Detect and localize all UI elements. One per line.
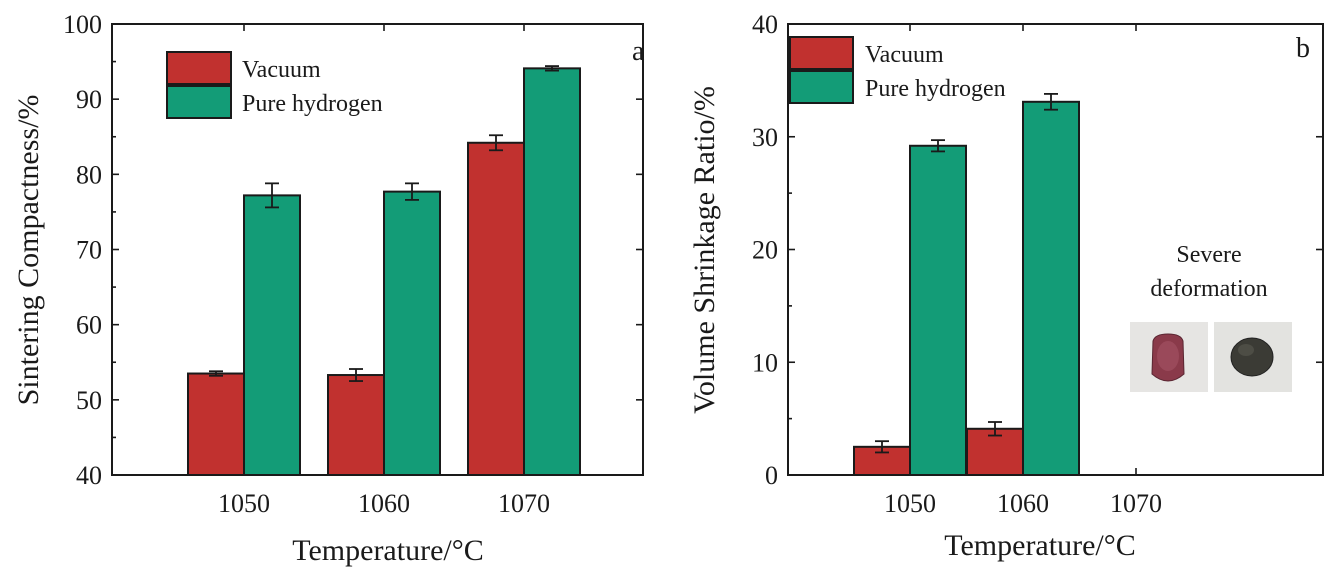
y-tick-label: 0 (765, 461, 778, 490)
deformation-annotation-line-1: Severe (1176, 242, 1241, 268)
panel-a-legend-label-vacuum: Vacuum (242, 57, 321, 83)
panel-a-ticks (112, 23, 643, 476)
y-tick-label: 50 (76, 386, 102, 415)
panel-b-legend: Vacuum Pure hydrogen (789, 36, 1006, 104)
cylinder-sample-texture (1157, 341, 1179, 371)
panel-a-legend: Vacuum Pure hydrogen (166, 51, 383, 119)
y-tick-label: 80 (76, 160, 102, 189)
bar-hydrogen-1050 (243, 194, 301, 476)
x-tick-label: 1070 (498, 489, 550, 518)
panel-b-ticks (788, 23, 1323, 476)
bar-vacuum-1070 (467, 141, 525, 476)
deformed-sphere-sample-image (1230, 337, 1274, 377)
y-tick-label: 30 (752, 123, 778, 152)
bar-hydrogen-1070 (523, 67, 581, 477)
bar-vacuum-1050 (187, 372, 245, 476)
panel-a: 40 50 60 70 80 90 100 1050 1060 1070 a Vacuum Pur… (12, 10, 645, 567)
panel-a-legend-label-hydrogen: Pure hydrogen (242, 91, 383, 117)
panel-a-legend-swatch-hydrogen (166, 85, 232, 119)
panel-a-y-axis-title: Sintering Compactness/% (12, 95, 45, 406)
y-tick-label: 40 (752, 10, 778, 39)
y-tick-label: 40 (76, 461, 102, 490)
bar-hydrogen-1060 (383, 190, 441, 476)
x-tick-label: 1060 (997, 489, 1049, 518)
sample-photo-sphere (1214, 322, 1292, 392)
panel-a-legend-swatch-vacuum (166, 51, 232, 85)
deformation-annotation-line-2: deformation (1150, 276, 1267, 302)
y-tick-label: 100 (63, 10, 102, 39)
panel-b-x-axis-title: Temperature/°C (944, 529, 1135, 562)
panel-b-legend-label-hydrogen: Pure hydrogen (865, 76, 1006, 102)
panel-b-y-axis-title: Volume Shrinkage Ratio/% (688, 86, 721, 414)
panel-b-legend-swatch-vacuum (789, 36, 854, 70)
panel-b-legend-label-vacuum: Vacuum (865, 42, 944, 68)
y-tick-label: 90 (76, 85, 102, 114)
panel-b: 0 10 20 30 40 1050 1060 1070 b Vacuum Pure hydr… (688, 10, 1324, 562)
panel-b-error-bars (875, 93, 1058, 454)
bar-hydrogen-1050 (909, 144, 967, 477)
sample-photo-cylinder (1130, 322, 1208, 392)
x-tick-label: 1060 (358, 489, 410, 518)
panel-b-tick-labels: 0 10 20 30 40 1050 1060 1070 (752, 10, 1162, 518)
x-tick-label: 1050 (218, 489, 270, 518)
bar-hydrogen-1060 (1022, 100, 1080, 477)
y-tick-label: 60 (76, 311, 102, 340)
panel-b-bars (853, 100, 1080, 477)
panel-b-legend-swatch-hydrogen (789, 70, 854, 104)
sphere-sample-highlight (1238, 344, 1254, 356)
panel-b-letter: b (1296, 33, 1310, 64)
panel-a-tick-labels: 40 50 60 70 80 90 100 1050 1060 1070 (63, 10, 550, 518)
x-tick-label: 1050 (884, 489, 936, 518)
panel-a-letter: a (632, 36, 645, 67)
panel-a-bars (187, 67, 581, 477)
y-tick-label: 70 (76, 236, 102, 265)
panel-a-error-bars (209, 65, 559, 382)
y-tick-label: 20 (752, 236, 778, 265)
y-tick-label: 10 (752, 348, 778, 377)
x-tick-label: 1070 (1110, 489, 1162, 518)
panel-a-x-axis-title: Temperature/°C (292, 534, 483, 567)
bar-vacuum-1060 (327, 374, 385, 476)
